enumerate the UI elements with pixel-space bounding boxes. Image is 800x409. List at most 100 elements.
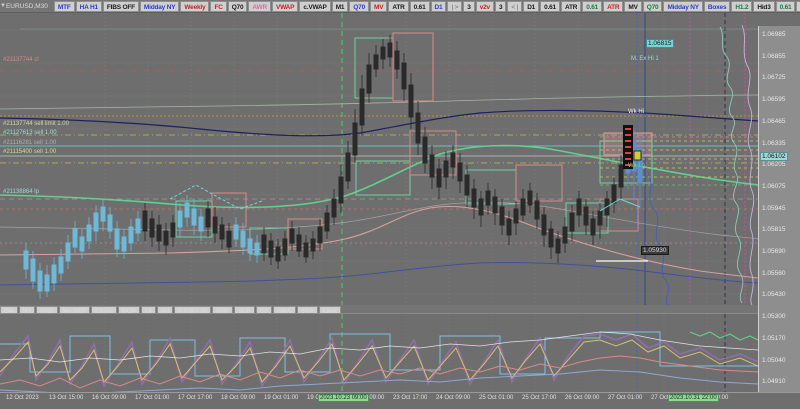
toolbar-button-0-61[interactable]: 0.61	[582, 0, 603, 12]
time-tick-12: 25 Oct 17:00	[522, 395, 557, 401]
toolbar-button-atr[interactable]: ATR	[560, 0, 582, 12]
order-label-4: #21115400 sell 1.00	[3, 149, 57, 155]
toolbar-button-fibs-off[interactable]: FIBS OFF	[102, 0, 139, 12]
time-tick-2: 16 Oct 09:00	[92, 395, 127, 401]
price-tick-2: 1.06725	[762, 74, 786, 82]
toolbar-button-0-61[interactable]: 0.61	[409, 0, 430, 12]
toolbar-button-mtf[interactable]: MTF	[53, 0, 75, 12]
time-tick-9: 23 Oct 17:00	[393, 395, 428, 401]
time-tick-6: 19 Oct 01:00	[264, 395, 299, 401]
time-tick-3: 17 Oct 01:00	[135, 395, 170, 401]
toolbar-button-3[interactable]: 3	[494, 0, 507, 12]
time-tick-10: 24 Oct 09:00	[436, 395, 471, 401]
price-tick-7: 1.06075	[762, 182, 786, 190]
toolbar-button-q70[interactable]: Q70	[642, 0, 663, 12]
zigzag-cyan-2	[599, 198, 641, 212]
top-toolbar: ▼ EURUSD,M30 MTF HA H1 FIBS OFF Midday NY We…	[0, 0, 800, 13]
price-tick-1: 1.06855	[762, 52, 786, 60]
time-tick-5: 18 Oct 09:00	[221, 395, 256, 401]
toolbar-button-vwap[interactable]: VWAP	[271, 0, 299, 12]
chart-area[interactable]: #21137744 cl #21137744 sell limit 1.00 #…	[0, 13, 800, 409]
toolbar-button-d1[interactable]: D1	[796, 0, 800, 12]
profile-curve-blue	[647, 172, 670, 305]
toolbar-button-v2v[interactable]: v2v	[475, 0, 494, 12]
price-tick-16: 1.04910	[762, 378, 786, 386]
toolbar-button-[interactable]: | >	[447, 0, 463, 12]
price-tick-6: 1.06205	[762, 161, 786, 169]
toolbar-button-hid3[interactable]: Hid3	[753, 0, 775, 12]
ind-series-ssa	[689, 331, 758, 341]
price-tick-0: 1.06985	[762, 31, 786, 38]
time-selected-right: 2023.10.31 22:00	[668, 394, 719, 402]
envelope-upper-pink	[0, 205, 758, 279]
toolbar-button-d1[interactable]: D1	[523, 0, 540, 12]
grid-vertical	[104, 13, 708, 305]
price-scale-axis[interactable]: 1.06985 1.06855 1.06725 1.06595 1.06465 1.063…	[758, 26, 800, 405]
ind-series-dcp	[0, 333, 758, 389]
marker-label-week-high: Wk Hi	[628, 109, 644, 115]
price-tick-9: 1.05815	[762, 226, 786, 234]
time-tick-11: 25 Oct 01:00	[479, 395, 514, 401]
toolbar-button-boxes[interactable]: Boxes	[703, 0, 731, 12]
time-tick-13: 26 Oct 09:00	[565, 395, 600, 401]
toolbar-button-m1[interactable]: M1	[331, 0, 349, 12]
toolbar-button-mv[interactable]: MV	[624, 0, 642, 12]
toolbar-button-row: MTF HA H1 FIBS OFF Midday NY Weekly FC Q70 AWR V…	[53, 0, 800, 12]
order-label-3: #21116281 sell 1.00	[3, 140, 57, 146]
envelope-lower-blue	[0, 262, 758, 286]
toolbar-button-midday-ny[interactable]: Midday NY	[663, 0, 703, 12]
toolbar-button-0-61[interactable]: 0.61	[540, 0, 560, 12]
toolbar-button-mv[interactable]: MV	[370, 0, 388, 12]
zigzag-cyan	[169, 184, 263, 210]
time-scale-axis[interactable]: 12 Oct 2023 13 Oct 15:00 16 Oct 09:00 17 Oc…	[0, 392, 800, 409]
toolbar-button-0-61[interactable]: 0.61	[775, 0, 796, 12]
profile-curve-lavender	[741, 24, 755, 305]
toolbar-button-[interactable]: < |	[507, 0, 523, 12]
time-selected-left: 2023.10.23 09:00	[318, 394, 369, 402]
toolbar-button-weekly[interactable]: Weekly	[180, 0, 210, 12]
price-tick-10: 1.05690	[762, 248, 786, 255]
price-tick-8: 1.05945	[762, 204, 786, 212]
indicator-pane[interactable]	[0, 313, 758, 405]
toolbar-button-d1[interactable]: D1	[430, 0, 447, 12]
price-tick-3: 1.06595	[762, 96, 786, 104]
toolbar-button-h1-2[interactable]: H1.2	[731, 0, 753, 12]
time-tick-1: 13 Oct 15:00	[49, 395, 84, 401]
price-tick-12: 1.05430	[762, 291, 786, 299]
candlestick-series	[23, 35, 643, 299]
ma-grey	[0, 201, 758, 240]
toolbar-button-atr[interactable]: ATR	[603, 0, 624, 12]
price-tick-14: 1.05170	[762, 334, 786, 342]
toolbar-button-awr[interactable]: AWR	[248, 0, 271, 12]
toolbar-button-ha-h1[interactable]: HA H1	[75, 0, 102, 12]
toolbar-button-q70[interactable]: Q70	[227, 0, 248, 12]
price-tick-15: 1.05040	[762, 356, 786, 364]
profile-curve-teal	[719, 26, 744, 304]
indicator-chart-svg[interactable]	[0, 314, 758, 405]
price-chart-svg[interactable]	[0, 13, 758, 305]
symbol-dropdown-icon[interactable]: ▼	[0, 3, 6, 9]
toolbar-button-q70[interactable]: Q70	[349, 0, 370, 12]
ma-lightgreen	[0, 94, 758, 110]
order-label-5: #21138864 lp	[3, 189, 39, 195]
price-box-upper[interactable]: 1.06815	[646, 39, 674, 48]
toolbar-button-c-vwap[interactable]: c.VWAP	[299, 0, 331, 12]
order-label-2: #21127613 sell 1.00	[3, 130, 57, 136]
price-tick-4: 1.06465	[762, 117, 786, 125]
ind-series-slp	[0, 369, 758, 395]
toolbar-button-fc[interactable]: FC	[210, 0, 227, 12]
price-pane[interactable]: #21137744 cl #21137744 sell limit 1.00 #…	[0, 13, 758, 305]
time-tick-0: 12 Oct 2023	[6, 395, 39, 401]
order-label-1: #21137744 sell limit 1.00	[3, 121, 69, 127]
toolbar-button-midday-ny[interactable]: Midday NY	[139, 0, 180, 12]
ma-navy	[0, 109, 758, 137]
price-tick-11: 1.05560	[762, 269, 786, 277]
toolbar-button-atr[interactable]: ATR	[388, 0, 409, 12]
toolbar-button-3[interactable]: 3	[463, 0, 475, 12]
order-label-0: #21137744 cl	[3, 57, 39, 63]
price-tick-5: 1.06335	[762, 139, 786, 147]
ind-series-vhf	[0, 355, 758, 389]
ind-series-vrl	[0, 339, 758, 384]
price-box-lower[interactable]: 1.05930	[641, 246, 669, 255]
